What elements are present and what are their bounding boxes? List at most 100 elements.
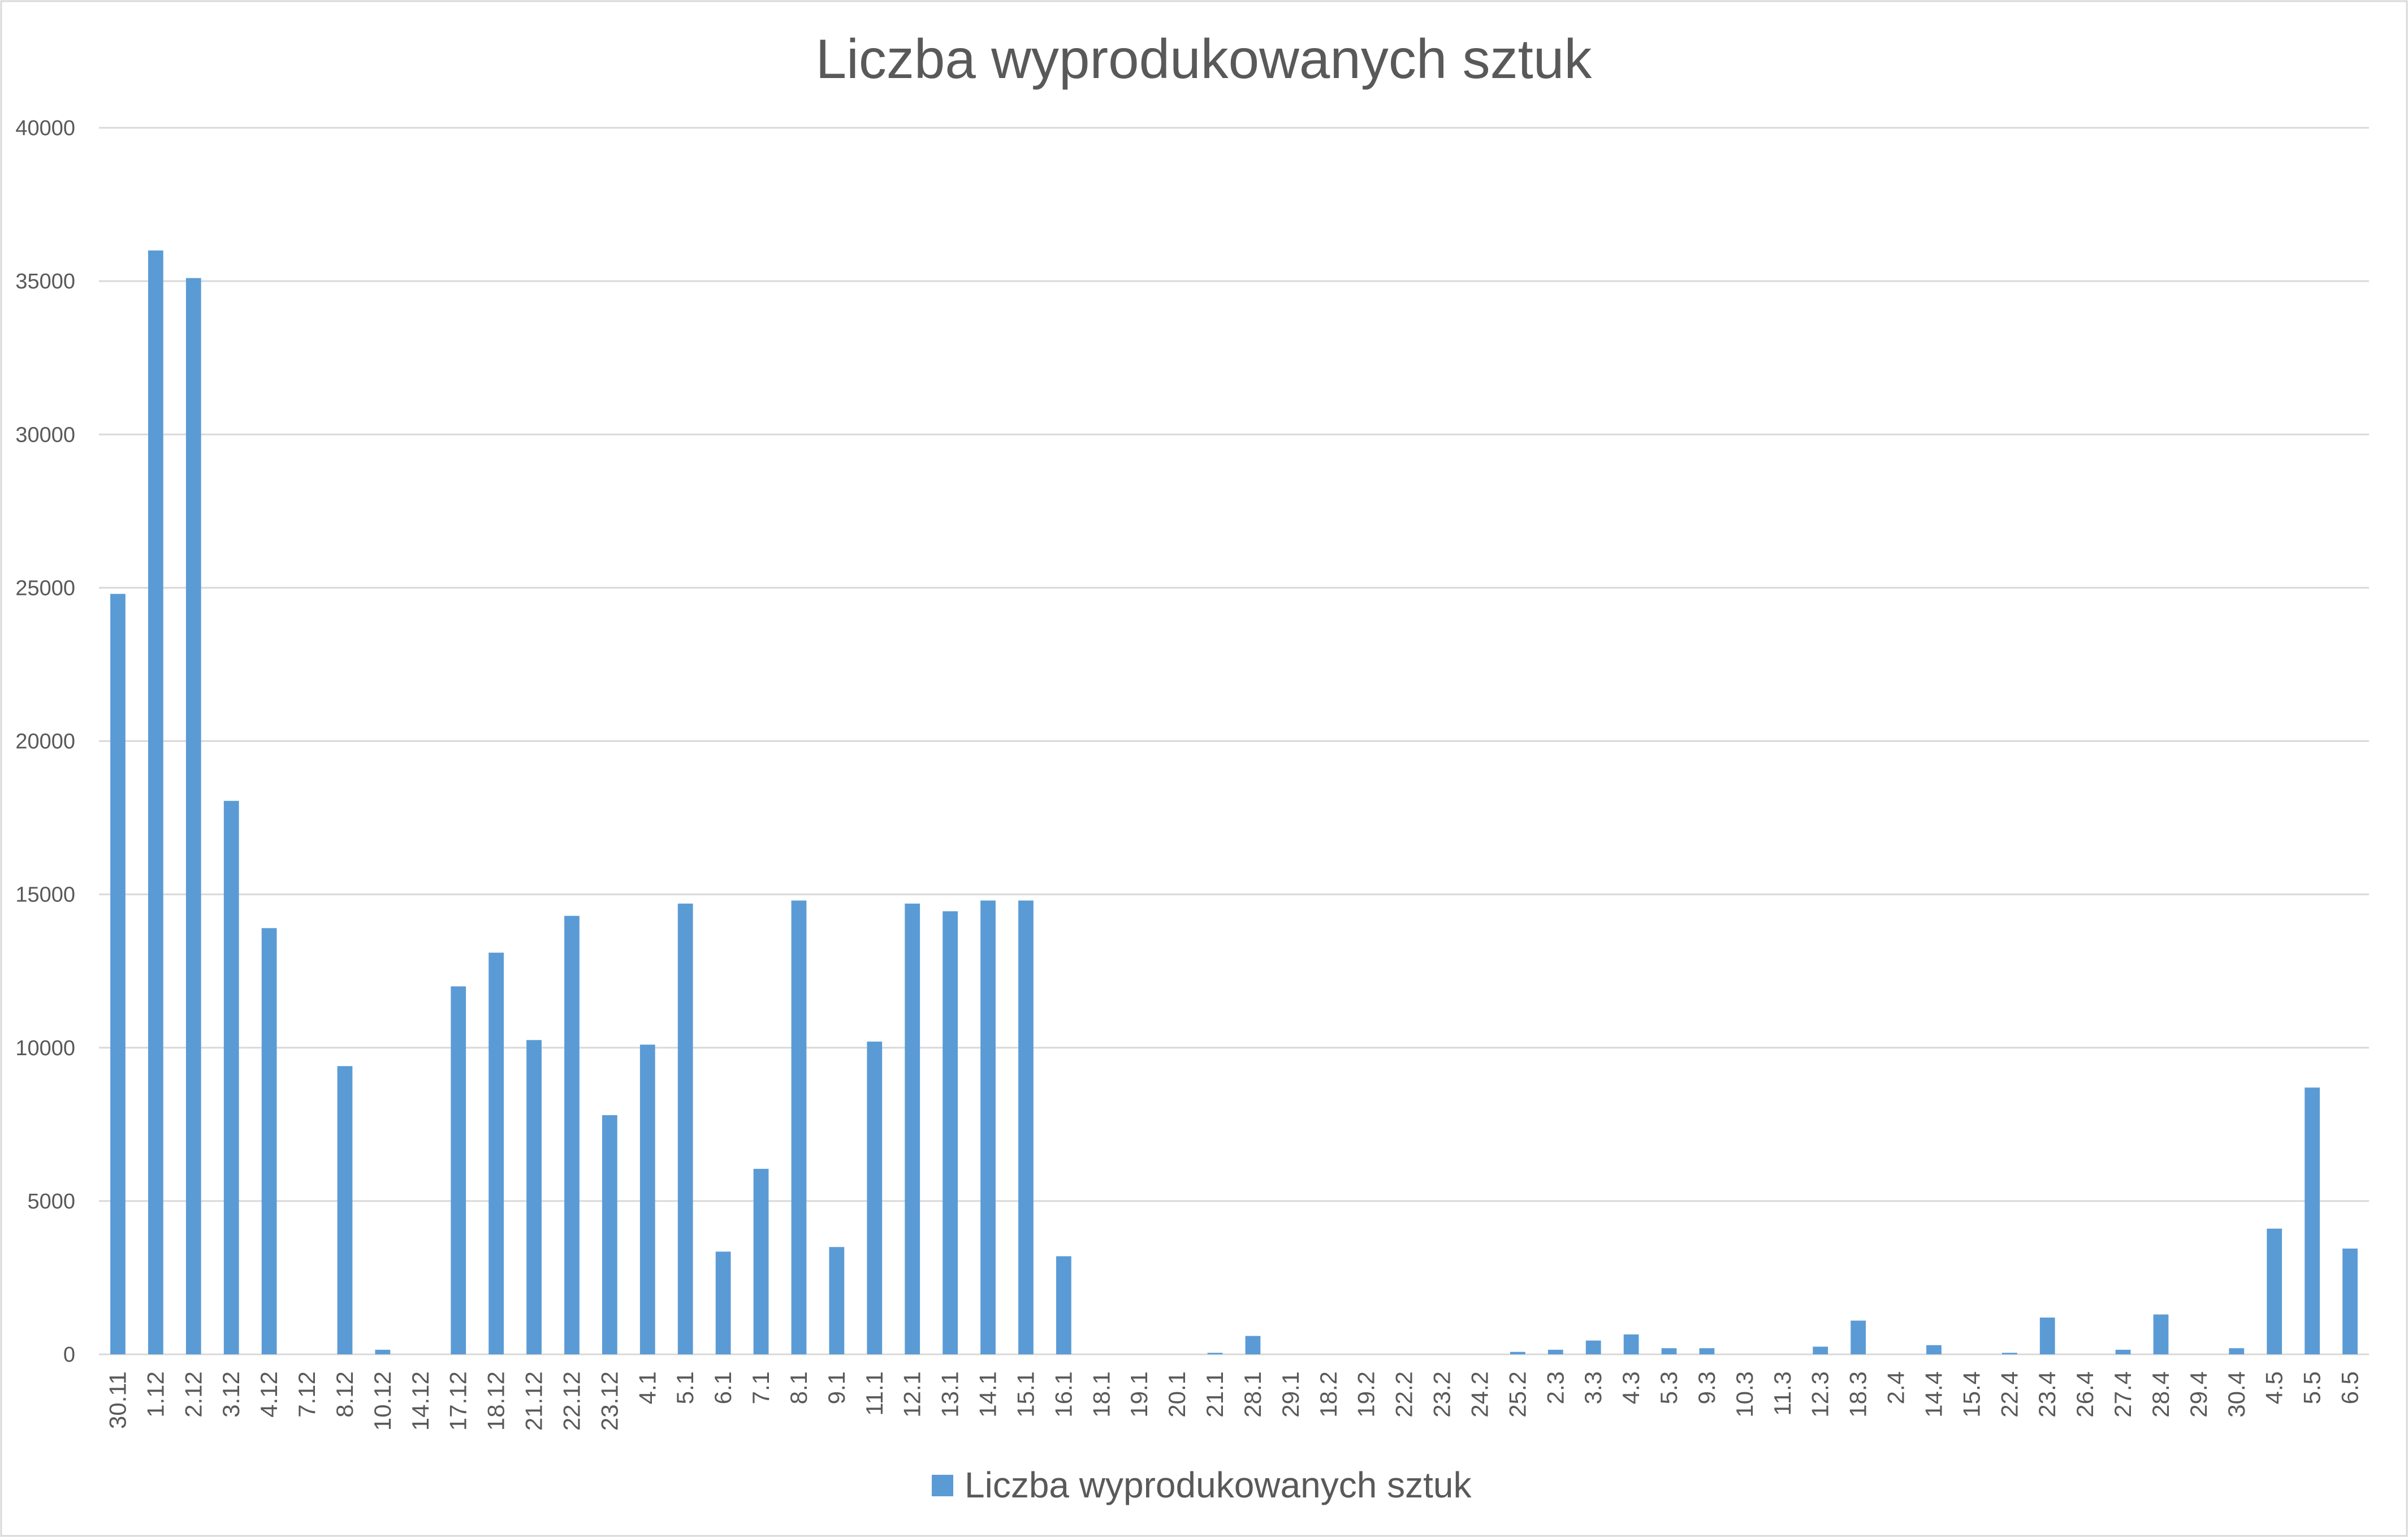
- bar-11.1: [867, 1041, 883, 1354]
- bar-16.1: [1056, 1256, 1071, 1354]
- legend-swatch: [932, 1475, 953, 1496]
- y-tick-label: 30000: [15, 423, 75, 447]
- x-tick-label: 5.1: [672, 1371, 698, 1404]
- y-tick-label: 35000: [15, 270, 75, 293]
- bar-17.12: [451, 986, 466, 1354]
- x-axis-ticks: 30.11 1.12 2.12 3.12 4.12 7.12 8.12 10.12 14.12 1…: [104, 1371, 2363, 1431]
- y-tick-label: 5000: [27, 1190, 75, 1214]
- legend: Liczba wyprodukowanych sztuk: [932, 1465, 1472, 1505]
- bar-2.12: [185, 278, 201, 1354]
- bar-21.1: [1207, 1353, 1223, 1354]
- x-tick-label: 12.1: [899, 1371, 926, 1418]
- legend-label: Liczba wyprodukowanych sztuk: [965, 1465, 1472, 1505]
- x-tick-label: 6.5: [2337, 1371, 2363, 1404]
- bar-27.4: [2115, 1349, 2131, 1354]
- x-tick-label: 8.1: [785, 1371, 812, 1404]
- x-tick-label: 11.1: [861, 1371, 888, 1416]
- bar-6.5: [2342, 1248, 2358, 1354]
- bar-4.1: [639, 1044, 655, 1354]
- x-tick-label: 8.12: [331, 1371, 358, 1418]
- x-tick-label: 7.1: [747, 1371, 774, 1404]
- x-tick-label: 19.2: [1353, 1371, 1380, 1418]
- x-tick-label: 24.2: [1466, 1371, 1493, 1418]
- x-tick-label: 10.12: [369, 1371, 396, 1431]
- bar-22.12: [564, 916, 580, 1354]
- x-tick-label: 5.5: [2299, 1371, 2325, 1404]
- bar-12.1: [905, 903, 920, 1354]
- x-tick-label: 11.3: [1769, 1371, 1796, 1416]
- x-tick-label: 14.4: [1920, 1371, 1947, 1418]
- bar-22.4: [2001, 1353, 2017, 1354]
- x-tick-label: 4.3: [1618, 1371, 1644, 1404]
- x-tick-label: 21.12: [521, 1371, 547, 1431]
- bar-4.3: [1623, 1334, 1639, 1354]
- bar-4.12: [261, 928, 277, 1354]
- bar-10.12: [375, 1349, 391, 1354]
- x-tick-label: 4.5: [2261, 1371, 2288, 1404]
- y-tick-label: 40000: [15, 116, 75, 140]
- x-tick-label: 26.4: [2072, 1371, 2098, 1418]
- bar-2.3: [1547, 1349, 1563, 1354]
- x-tick-label: 4.12: [256, 1371, 282, 1418]
- bar-14.1: [980, 900, 996, 1354]
- x-tick-label: 2.12: [180, 1371, 206, 1418]
- x-tick-label: 14.1: [975, 1371, 1001, 1418]
- y-tick-label: 15000: [15, 883, 75, 907]
- x-tick-label: 23.2: [1429, 1371, 1455, 1418]
- bar-18.3: [1851, 1320, 1866, 1354]
- x-tick-label: 9.3: [1693, 1371, 1720, 1404]
- x-tick-label: 7.12: [293, 1371, 320, 1418]
- x-tick-label: 22.12: [558, 1371, 585, 1431]
- x-tick-label: 3.3: [1580, 1371, 1606, 1404]
- x-tick-label: 18.2: [1315, 1371, 1342, 1418]
- bar-5.1: [677, 903, 693, 1354]
- bar-12.3: [1813, 1346, 1828, 1354]
- x-tick-label: 29.4: [2185, 1371, 2212, 1418]
- x-tick-label: 27.4: [2109, 1371, 2136, 1418]
- bar-8.12: [337, 1066, 353, 1354]
- x-tick-label: 21.1: [1201, 1371, 1228, 1418]
- x-tick-label: 5.3: [1655, 1371, 1682, 1404]
- bar-23.4: [2039, 1317, 2055, 1354]
- bar-15.1: [1018, 900, 1034, 1354]
- bar-30.11: [110, 594, 126, 1354]
- x-tick-label: 9.1: [823, 1371, 850, 1404]
- x-tick-label: 20.1: [1164, 1371, 1190, 1418]
- x-tick-label: 12.3: [1807, 1371, 1834, 1418]
- bar-13.1: [943, 911, 958, 1354]
- x-tick-label: 14.12: [407, 1371, 434, 1431]
- x-tick-label: 18.12: [483, 1371, 509, 1431]
- bar-23.12: [602, 1115, 617, 1354]
- y-tick-label: 0: [63, 1343, 75, 1367]
- x-tick-label: 19.1: [1126, 1371, 1152, 1418]
- bar-3.3: [1585, 1340, 1601, 1354]
- x-tick-label: 17.12: [445, 1371, 472, 1431]
- x-tick-label: 30.11: [104, 1371, 131, 1429]
- x-tick-label: 16.1: [1050, 1371, 1077, 1418]
- x-tick-label: 30.4: [2223, 1371, 2250, 1418]
- bar-6.1: [715, 1251, 731, 1354]
- x-tick-label: 2.4: [1883, 1371, 1909, 1404]
- x-tick-label: 6.1: [710, 1371, 736, 1404]
- x-tick-label: 18.1: [1088, 1371, 1114, 1418]
- bar-25.2: [1510, 1352, 1525, 1354]
- bar-28.4: [2153, 1314, 2169, 1354]
- gridlines: [99, 127, 2369, 1355]
- y-axis-ticks: 0 5000 10000 15000 20000 25000 30000 35000 40000: [15, 116, 75, 1367]
- x-tick-label: 22.4: [1996, 1371, 2022, 1418]
- x-tick-label: 18.3: [1845, 1371, 1871, 1418]
- y-tick-label: 10000: [15, 1037, 75, 1060]
- bar-5.5: [2305, 1087, 2320, 1354]
- x-tick-label: 28.4: [2147, 1371, 2174, 1418]
- x-tick-label: 15.4: [1958, 1371, 1985, 1418]
- bar-1.12: [148, 250, 163, 1354]
- x-tick-label: 23.4: [2034, 1371, 2060, 1418]
- x-tick-label: 2.3: [1542, 1371, 1568, 1404]
- bar-9.3: [1699, 1348, 1715, 1354]
- x-tick-label: 13.1: [937, 1371, 963, 1418]
- x-tick-label: 10.3: [1731, 1371, 1758, 1418]
- bar-5.3: [1661, 1348, 1677, 1354]
- x-tick-label: 15.1: [1012, 1371, 1039, 1418]
